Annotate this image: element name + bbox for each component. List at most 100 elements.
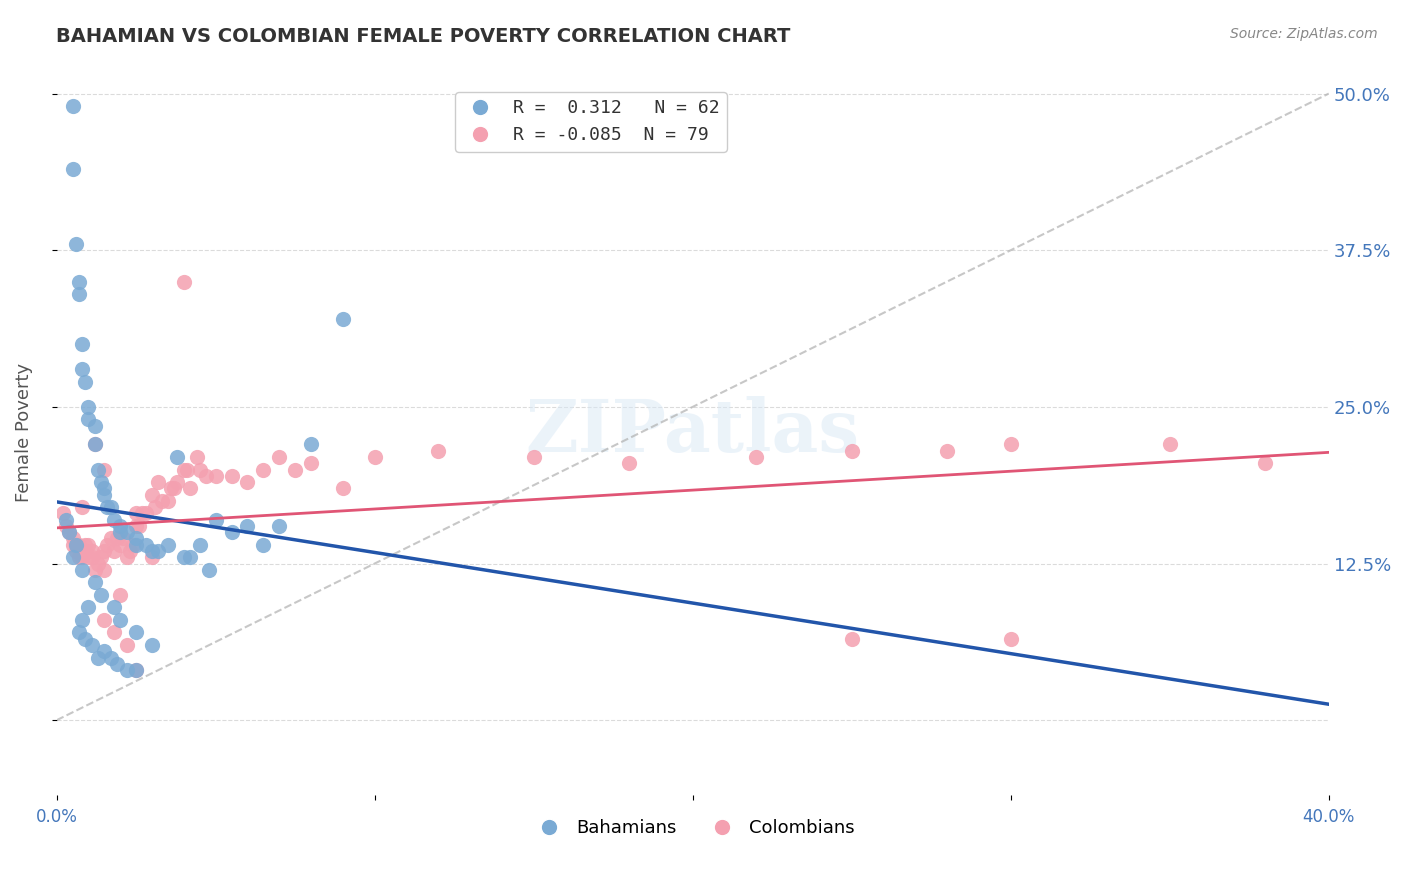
Point [745,450,768,464]
Point [173,275,195,289]
Point [284,462,307,476]
Point [110,519,132,533]
Point [77,412,100,426]
Point [166,475,188,489]
Point [252,538,274,552]
Point [103,513,125,527]
Point [125,625,148,640]
Point [150,494,173,508]
Point [62,550,84,565]
Point [523,450,546,464]
Point [141,544,163,558]
Point [67,538,90,552]
Point [77,400,100,414]
Point [100,500,122,515]
Point [58,525,80,540]
Point [269,450,291,464]
Point [87,557,110,571]
Point [67,550,90,565]
Point [173,462,195,476]
Point [70,337,93,351]
Point [83,563,105,577]
Point [103,625,125,640]
Text: Source: ZipAtlas.com: Source: ZipAtlas.com [1230,27,1378,41]
Point [77,600,100,615]
Point [80,638,103,652]
Point [96,538,118,552]
Point [115,663,138,677]
Point [936,443,959,458]
Point [70,563,93,577]
Point [118,544,141,558]
Point [65,237,87,252]
Point [299,456,322,470]
Point [93,563,115,577]
Point [93,644,115,658]
Point [110,588,132,602]
Point [188,538,211,552]
Point [163,481,186,495]
Point [1000,437,1022,451]
Point [148,475,170,489]
Point [105,657,128,671]
Point [70,613,93,627]
Point [125,507,148,521]
Point [110,613,132,627]
Point [90,588,112,602]
Point [156,494,179,508]
Point [188,462,211,476]
Point [160,481,183,495]
Point [141,488,163,502]
Text: 40.0%: 40.0% [1302,808,1355,826]
Point [252,462,274,476]
Text: BAHAMIAN VS COLOMBIAN FEMALE POVERTY CORRELATION CHART: BAHAMIAN VS COLOMBIAN FEMALE POVERTY COR… [56,27,790,45]
Point [110,538,132,552]
Point [125,663,148,677]
Point [65,538,87,552]
Point [62,532,84,546]
Point [105,532,128,546]
Point [115,525,138,540]
Point [87,650,110,665]
Point [363,450,385,464]
Point [87,462,110,476]
Point [83,437,105,451]
Point [125,538,148,552]
Point [186,450,208,464]
Point [204,513,226,527]
Point [141,550,163,565]
Point [166,450,188,464]
Point [176,462,198,476]
Legend: Bahamians, Colombians: Bahamians, Colombians [524,812,862,845]
Point [80,544,103,558]
Point [52,507,75,521]
Point [65,544,87,558]
Point [148,544,170,558]
Point [55,519,77,533]
Point [332,481,354,495]
Point [93,488,115,502]
Point [65,538,87,552]
Point [90,475,112,489]
Point [332,312,354,326]
Point [195,468,218,483]
Point [179,550,201,565]
Point [1000,632,1022,646]
Point [1159,437,1181,451]
Point [115,638,138,652]
Point [100,532,122,546]
Point [93,481,115,495]
Point [198,563,221,577]
Text: ZIPatlas: ZIPatlas [526,396,859,467]
Point [1254,456,1277,470]
Point [75,632,97,646]
Point [103,544,125,558]
Point [204,468,226,483]
Point [128,519,150,533]
Point [93,544,115,558]
Point [125,663,148,677]
Point [135,538,157,552]
Point [77,538,100,552]
Point [221,525,243,540]
Point [75,538,97,552]
